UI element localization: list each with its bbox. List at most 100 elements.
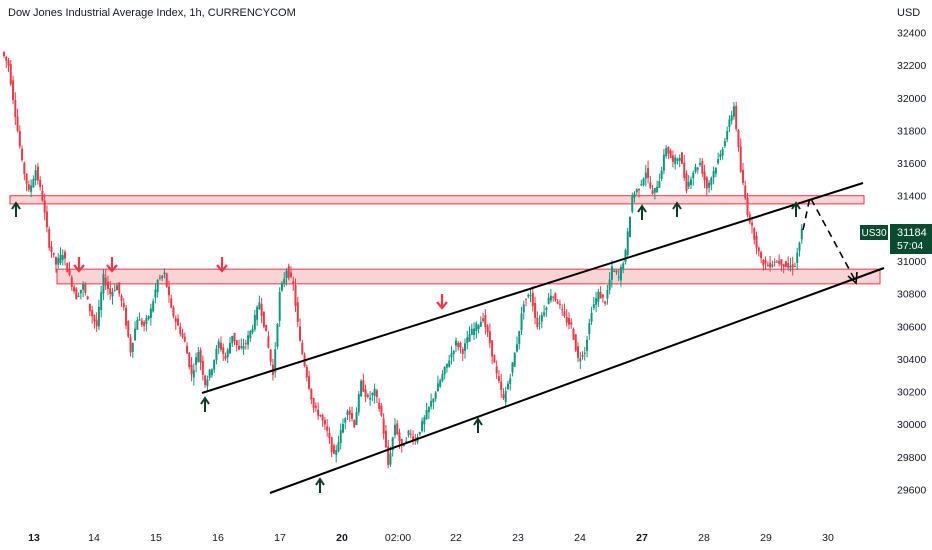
candle-body [588, 322, 591, 335]
candle-body [513, 352, 516, 367]
candle-body [567, 317, 570, 325]
candle-body [421, 421, 424, 432]
down-arrow-icon [436, 294, 448, 310]
candle-body [547, 297, 550, 304]
candle-body [102, 274, 105, 294]
candle-body [391, 437, 394, 451]
channel-line-lower[interactable] [269, 267, 885, 494]
candle-body [305, 366, 308, 378]
candle-body [125, 307, 128, 326]
candle-body [674, 157, 677, 164]
candle-body [326, 426, 329, 431]
candle-body [88, 303, 91, 312]
sr-zone [9, 195, 865, 205]
candle-body [719, 153, 722, 158]
candle-body [590, 313, 593, 322]
candle-body [552, 296, 555, 298]
candle-body [692, 172, 695, 179]
candle-body [488, 331, 491, 344]
candle-body [696, 167, 699, 170]
candle-body [79, 289, 82, 294]
channel-line-upper[interactable] [201, 182, 864, 394]
candle-body [100, 292, 103, 310]
x-tick-label: 15 [150, 532, 162, 544]
candle-body [579, 358, 582, 362]
projection-arrowhead [847, 271, 858, 285]
candle-body [753, 228, 756, 240]
candle-body [274, 349, 277, 373]
candle-body [54, 257, 57, 265]
candle-body [563, 311, 566, 316]
candle-body [197, 352, 200, 363]
candle-body [741, 169, 744, 183]
candle-body [91, 310, 94, 317]
candle-body [238, 345, 241, 350]
candle-body [240, 346, 243, 348]
candle-body [136, 319, 139, 330]
candle-body [662, 154, 665, 171]
candle-body [287, 266, 290, 278]
candle-body [473, 328, 476, 335]
candle-body [599, 292, 602, 299]
candle-body [278, 291, 281, 321]
candle-body [543, 312, 546, 316]
candle-body [115, 285, 118, 291]
candle-body [199, 349, 202, 363]
candle-body [784, 261, 787, 268]
candle-body [538, 322, 541, 324]
candle-body [59, 254, 62, 263]
x-tick-label: 17 [274, 532, 286, 544]
candle-body [631, 195, 634, 212]
candle-body [671, 155, 674, 162]
candle-body [403, 445, 405, 447]
candle-body [459, 342, 462, 348]
candle-body [500, 381, 503, 391]
candle-body [163, 272, 166, 275]
candle-body [561, 309, 564, 311]
candle-body [186, 345, 189, 354]
candle-body [723, 140, 726, 147]
candle-body [577, 346, 580, 358]
candle-body [192, 370, 195, 378]
candle-body [525, 298, 528, 300]
price-tag-value: 31184 [897, 227, 927, 239]
candle-body [432, 398, 435, 403]
candle-body [730, 115, 733, 121]
candle-body [346, 411, 349, 415]
candle-body [441, 374, 444, 381]
y-tick-label: 29800 [897, 452, 926, 464]
candle-body [669, 150, 672, 159]
candle-body [540, 315, 543, 322]
candle-body [558, 303, 561, 305]
candle-body [775, 261, 778, 263]
candle-body [30, 185, 33, 192]
down-arrow-icon [73, 257, 85, 273]
candle-body [581, 355, 584, 357]
sr-zone [56, 268, 881, 285]
candle-body [332, 445, 335, 454]
candle-body [84, 284, 87, 293]
down-arrow-head [73, 264, 85, 273]
candle-body [529, 295, 532, 297]
up-arrow-head [672, 201, 682, 210]
candle-body [258, 302, 261, 310]
candle-body [628, 216, 631, 238]
candle-body [73, 286, 76, 292]
candle-body [145, 317, 148, 324]
candle-body [640, 184, 643, 186]
candle-body [384, 430, 387, 448]
candle-body [45, 211, 48, 228]
candle-body [509, 378, 512, 384]
candle-body [375, 390, 378, 397]
candle-body [93, 315, 96, 322]
candle-body [491, 340, 494, 357]
candle-body [251, 328, 254, 333]
candle-body [201, 361, 204, 375]
candle-body [653, 187, 656, 193]
candle-body [536, 317, 539, 328]
candle-body [656, 186, 659, 193]
candle-body [439, 380, 442, 387]
candle-body [755, 235, 758, 248]
candle-body [341, 423, 344, 433]
